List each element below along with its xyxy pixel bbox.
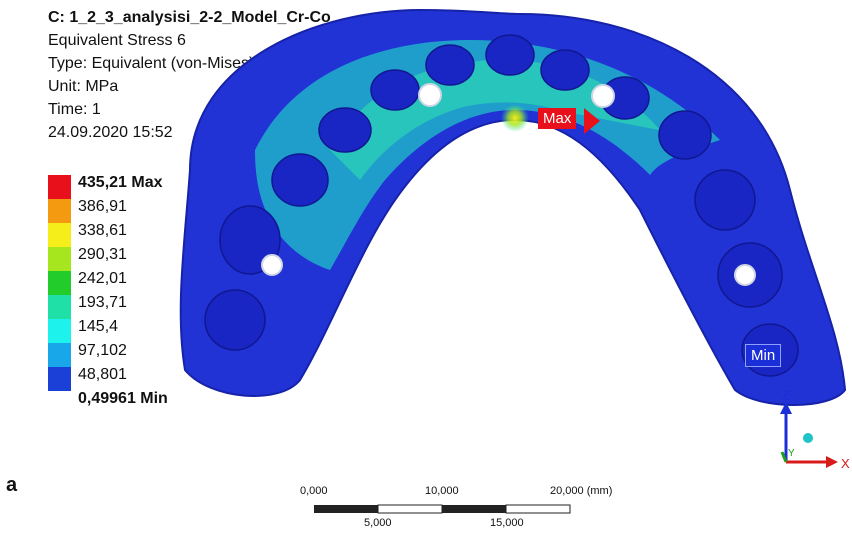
screw-holes xyxy=(261,83,756,286)
result-name: Equivalent Stress 6 xyxy=(48,32,186,49)
scale-tick-5: 5,000 xyxy=(364,517,392,529)
max-probe-tag: Max xyxy=(538,108,577,129)
teeth-bumps xyxy=(204,34,799,377)
result-unit: Unit: MPa xyxy=(48,78,119,95)
result-info: C: 1_2_3_analysisi_2-2_Model_Cr-Co Equiv… xyxy=(48,6,331,144)
legend-label-5: 193,71 xyxy=(78,294,127,311)
max-probe-label: Max xyxy=(543,110,572,127)
triad-y-label: Y xyxy=(788,448,795,459)
legend-label-4: 242,01 xyxy=(78,270,127,287)
legend-swatch-1 xyxy=(48,199,71,223)
result-timestamp: 24.09.2020 15:52 xyxy=(48,124,173,141)
legend-swatch-7 xyxy=(48,343,71,367)
panel-label: a xyxy=(6,474,18,496)
min-probe-tag: Min xyxy=(745,344,782,367)
legend-label-3: 290,31 xyxy=(78,246,127,263)
legend-swatch-8 xyxy=(48,367,71,391)
scale-tick-20: 20,000 (mm) xyxy=(550,485,613,497)
legend-label-max: 435,21 Max xyxy=(78,174,163,191)
legend-label-7: 97,102 xyxy=(78,342,127,359)
legend-label-6: 145,4 xyxy=(78,318,119,335)
legend-swatch-3 xyxy=(48,247,71,271)
scale-tick-0: 0,000 xyxy=(300,485,328,497)
legend-swatch-0 xyxy=(48,175,71,199)
scale-bar: 0,000 10,000 20,000 (mm) 5,000 15,000 xyxy=(300,485,620,533)
legend-swatch-4 xyxy=(48,271,71,295)
scale-bar-graphic xyxy=(314,504,571,514)
result-time: Time: 1 xyxy=(48,101,101,118)
legend-label-1: 386,91 xyxy=(78,198,127,215)
scale-tick-15: 15,000 xyxy=(490,517,524,529)
legend-label-8: 48,801 xyxy=(78,366,127,383)
min-probe-label: Min xyxy=(751,347,776,364)
model-title: C: 1_2_3_analysisi_2-2_Model_Cr-Co xyxy=(48,9,331,26)
legend-label-2: 338,61 xyxy=(78,222,127,239)
axis-triad: Z Y X xyxy=(780,390,850,471)
legend-swatch-2 xyxy=(48,223,71,247)
legend-swatch-6 xyxy=(48,319,71,343)
triad-x-label: X xyxy=(841,456,850,471)
triad-z-label: Z xyxy=(782,390,790,403)
max-hotspot xyxy=(501,104,529,132)
max-probe-pointer xyxy=(584,108,600,134)
legend-swatch-5 xyxy=(48,295,71,319)
scale-tick-10: 10,000 xyxy=(425,485,459,497)
legend-label-min: 0,49961 Min xyxy=(78,390,168,407)
